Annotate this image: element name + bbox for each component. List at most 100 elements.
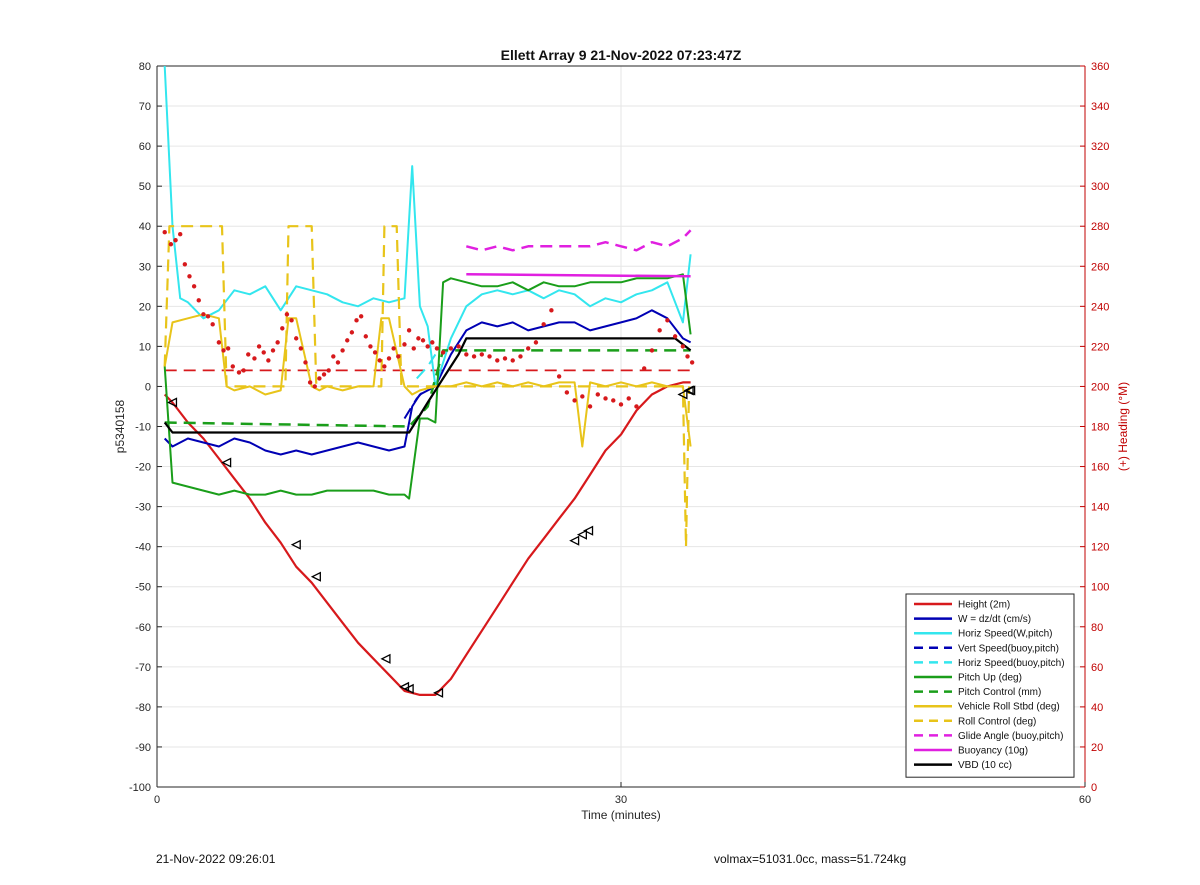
y2-tick-label: 140 [1091, 502, 1109, 514]
heading-point [191, 284, 197, 289]
heading-point [430, 340, 435, 345]
heading-point [252, 356, 257, 361]
y-tick-label: -50 [135, 582, 151, 594]
depth-marker [576, 529, 587, 540]
heading-point [479, 352, 484, 357]
series-line-9 [465, 229, 692, 252]
y-tick-label: -100 [129, 782, 151, 794]
heading-point [680, 344, 686, 349]
heading-point [685, 354, 690, 359]
heading-points [162, 230, 695, 409]
heading-point [434, 346, 440, 351]
heading-point [396, 354, 401, 359]
y-tick-label: -70 [135, 662, 151, 674]
heading-point [580, 394, 585, 399]
y2-tick-label: 0 [1091, 782, 1097, 794]
heading-point [510, 358, 515, 363]
heading-point [246, 352, 251, 357]
series-line-8 [163, 225, 691, 548]
heading-point [649, 348, 655, 353]
y2-tick-label: 100 [1091, 582, 1109, 594]
heading-point [294, 336, 299, 341]
heading-point [168, 242, 174, 247]
heading-point [564, 390, 570, 395]
heading-point [657, 328, 662, 333]
legend-label: Buoyancy (10g) [958, 746, 1028, 757]
heading-point [345, 338, 350, 343]
y2-tick-label: 220 [1091, 341, 1109, 353]
series-line-10 [466, 273, 691, 278]
heading-point [225, 346, 231, 351]
y-tick-label: -80 [135, 702, 151, 714]
y2-tick-label: 60 [1091, 662, 1103, 674]
y-tick-label: 50 [139, 181, 151, 193]
y2-tick-label: 340 [1091, 101, 1109, 113]
heading-point [221, 348, 226, 353]
heading-point [572, 398, 577, 403]
heading-point [526, 346, 531, 351]
depth-marker [310, 571, 321, 582]
heading-point [391, 346, 396, 351]
series-line-6 [164, 349, 691, 428]
y2-tick-label: 260 [1091, 261, 1109, 273]
heading-point [587, 404, 593, 409]
legend-label: Vert Speed(buoy,pitch) [958, 643, 1059, 654]
heading-point [236, 370, 242, 375]
y-tick-label: 30 [139, 261, 151, 273]
depth-marker [433, 687, 444, 698]
heading-point [487, 354, 492, 359]
heading-point [411, 346, 416, 351]
legend-label: Roll Control (deg) [958, 716, 1036, 727]
heading-point [533, 340, 539, 345]
y-tick-label: -90 [135, 742, 151, 754]
depth-marker [403, 683, 414, 694]
heading-point [256, 344, 262, 349]
heading-point [386, 356, 392, 361]
heading-point [464, 352, 469, 357]
y2-axis-label: (+) Heading (°M) [1116, 382, 1130, 471]
y-tick-label: 40 [139, 221, 151, 233]
heading-point [340, 348, 345, 353]
heading-point [549, 308, 554, 313]
y-tick-label: 10 [139, 341, 151, 353]
footer-timestamp: 21-Nov-2022 09:26:01 [156, 852, 276, 866]
legend-label: VBD (10 cc) [958, 760, 1012, 771]
series-line-2 [163, 65, 692, 388]
heading-point [205, 314, 211, 319]
heading-point [289, 318, 294, 323]
heading-point [420, 338, 426, 343]
ticks: -100-90-80-70-60-50-40-30-20-10010203040… [129, 61, 1109, 806]
y-tick-label: -10 [135, 422, 151, 434]
heading-point [626, 396, 631, 401]
heading-point [261, 350, 266, 355]
y-tick-label: -20 [135, 462, 151, 474]
heading-point [162, 230, 167, 235]
depth-marker [677, 389, 688, 400]
series-line-4 [416, 353, 437, 380]
heading-point [187, 274, 192, 279]
heading-point [331, 354, 336, 359]
x-tick-label: 30 [615, 794, 627, 806]
heading-point [416, 336, 421, 341]
legend-label: Height (2m) [958, 600, 1010, 611]
y-tick-label: -30 [135, 502, 151, 514]
heading-point [358, 314, 364, 319]
legend-box [905, 593, 1075, 778]
heading-point [406, 328, 412, 333]
y2-tick-label: 180 [1091, 422, 1109, 434]
y2-tick-label: 120 [1091, 542, 1109, 554]
depth-marker [685, 385, 696, 396]
heading-point [210, 322, 215, 327]
y2-tick-label: 20 [1091, 742, 1103, 754]
series-line-0 [163, 381, 691, 697]
heading-point [173, 238, 178, 243]
depth-marker [221, 457, 232, 468]
legend-label: Horiz Speed(W,pitch) [958, 629, 1052, 640]
heading-point [312, 384, 317, 389]
series-line-5 [163, 273, 692, 500]
heading-point [595, 392, 600, 397]
heading-point [471, 354, 477, 359]
y2-tick-label: 160 [1091, 462, 1109, 474]
heading-point [196, 298, 201, 303]
